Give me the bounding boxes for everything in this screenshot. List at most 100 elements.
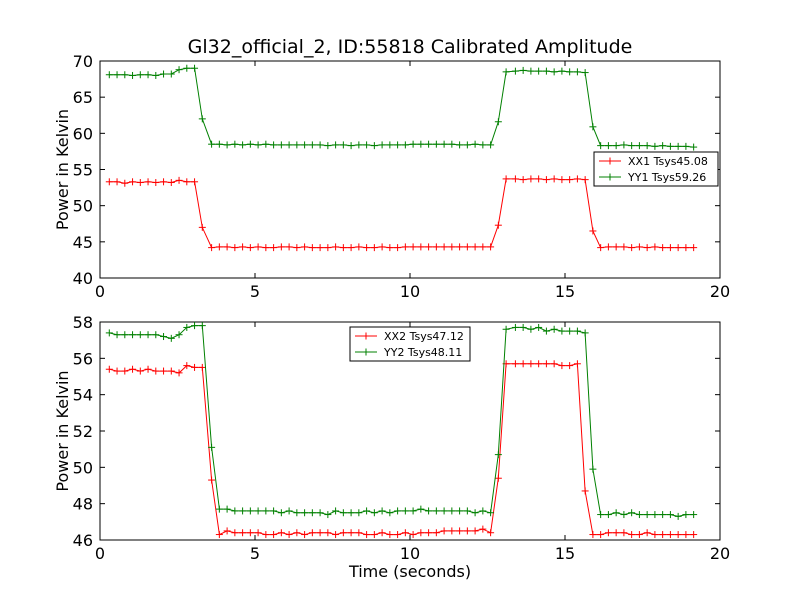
data-point [152,367,160,375]
data-point [339,141,347,149]
data-point [550,175,558,183]
data-point [246,507,254,515]
data-point [635,243,643,251]
data-point [597,244,605,252]
legend: XX1 Tsys45.08 YY1 Tsys59.26 [593,151,719,187]
data-point [604,511,612,519]
data-point [285,531,293,539]
data-point [479,525,487,533]
data-point [293,529,301,537]
data-point [479,141,487,149]
data-point [425,140,433,148]
data-point [456,507,464,515]
data-point [262,531,270,539]
data-point [316,244,324,252]
y-tick-label: 60 [73,124,93,143]
data-point [448,243,456,251]
data-point [239,507,247,515]
data-point [550,68,558,76]
data-point [347,142,355,150]
x-tick-label: 0 [95,282,105,301]
data-point [355,141,363,149]
data-point [105,178,113,186]
data-point [471,527,479,535]
data-point [262,507,270,515]
data-point [239,529,247,537]
data-point [175,331,183,339]
data-point [144,178,152,186]
data-point [635,531,643,539]
data-point [409,243,417,251]
data-point [519,323,527,331]
data-point [573,327,581,335]
data-point [589,465,597,473]
data-point [113,367,121,375]
data-point [643,529,651,537]
data-point [370,509,378,517]
data-point [175,176,183,184]
data-point [223,141,231,149]
data-point [198,223,206,231]
data-point [231,244,239,252]
data-point [347,244,355,252]
x-tick-label: 5 [250,544,260,563]
data-point [363,244,371,252]
y-tick-label: 55 [73,161,93,180]
data-point [324,244,332,252]
x-tick-label: 10 [400,282,420,301]
data-point [425,529,433,537]
y-tick-label: 50 [73,197,93,216]
data-point [231,140,239,148]
y-tick-label: 58 [73,313,93,332]
data-point [121,71,129,79]
data-point [277,529,285,537]
data-point [277,141,285,149]
data-point [643,511,651,519]
data-point [191,178,199,186]
data-point [425,507,433,515]
data-point [566,68,574,76]
data-point [144,365,152,373]
data-point [339,509,347,517]
x-tick-label: 5 [250,282,260,301]
data-point [293,244,301,252]
data-point [129,71,137,79]
data-point [121,179,129,187]
data-point [494,118,502,126]
y-axis-label: Power in Kelvin [53,370,72,491]
data-point [339,244,347,252]
data-point [612,509,620,517]
data-point [666,142,674,150]
data-point [566,327,574,335]
data-point [246,140,254,148]
data-point [542,360,550,368]
data-point [324,511,332,519]
data-point [409,140,417,148]
data-point [456,527,464,535]
data-point [316,509,324,517]
data-point [301,243,309,251]
data-point [121,367,129,375]
data-point [604,243,612,251]
data-point [136,179,144,187]
data-point [347,509,355,517]
data-point [308,244,316,252]
x-tick-label: 20 [710,282,730,301]
data-point [502,175,510,183]
data-point [277,509,285,517]
data-point [254,243,262,251]
legend-label: XX1 Tsys45.08 [628,155,708,168]
data-point [386,509,394,517]
data-point [308,529,316,537]
data-point [690,531,698,539]
data-point [494,474,502,482]
data-point [370,531,378,539]
data-point [511,323,519,331]
data-point [620,529,628,537]
data-point [409,507,417,515]
data-point [113,178,121,186]
data-point [167,367,175,375]
data-point [401,529,409,537]
data-point [355,529,363,537]
